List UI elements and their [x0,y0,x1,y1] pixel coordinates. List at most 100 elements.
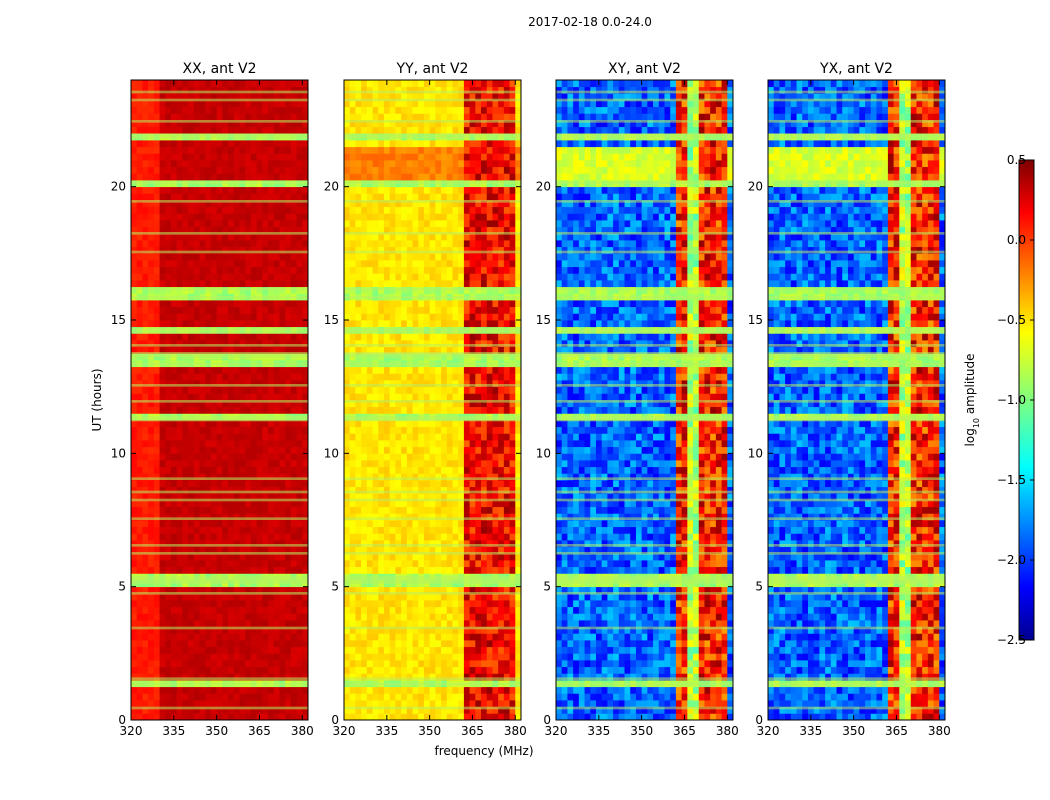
heatmap-cell [245,386,252,394]
heatmap-cell [429,526,436,534]
heatmap-cell [233,260,240,268]
heatmap-cell [159,213,166,221]
heatmap-cell [216,113,223,121]
heatmap-cell [222,546,229,554]
heatmap-cell [148,546,155,554]
heatmap-cell [210,640,218,648]
flagged-band [131,682,308,686]
heatmap-cell [228,553,235,561]
flagged-band [131,352,308,358]
heatmap-cell [245,613,252,621]
heatmap-cell [486,480,493,488]
heatmap-cell [136,333,143,341]
heatmap-cell [188,533,195,541]
heatmap-cell [153,213,160,221]
heatmap-cell [285,500,292,508]
heatmap-cell [296,566,303,574]
heatmap-cell [389,433,396,441]
heatmap-cell [136,513,143,521]
heatmap-cell [262,233,269,241]
heatmap-cell [256,220,263,228]
heatmap-cell [458,406,465,414]
heatmap-cell [205,640,212,648]
heatmap-cell [302,653,309,661]
heatmap-cell [452,600,459,608]
heatmap-cell [153,706,160,714]
heatmap-cell [458,426,465,434]
heatmap-cell [262,400,269,408]
heatmap-cell [239,93,246,101]
heatmap-cell [458,646,465,654]
heatmap-cell [498,393,505,401]
heatmap-cell [222,713,229,721]
heatmap-cell [165,146,172,154]
heatmap-cell [142,346,149,354]
heatmap-cell [222,620,229,628]
heatmap-cell [446,606,453,614]
heatmap-cell [170,160,178,168]
heatmap-cell [515,420,522,428]
heatmap-cell [290,220,297,228]
heatmap-cell [389,686,396,694]
heatmap-cell [361,520,368,528]
heatmap-cell [239,253,246,261]
heatmap-cell [279,660,286,668]
heatmap-cell [509,513,516,521]
heatmap-cell [159,86,166,94]
heatmap-cell [344,660,351,668]
heatmap-cell [239,120,246,128]
flagged-band [131,133,308,139]
heatmap-cell [222,166,229,174]
heatmap-cell [446,626,453,634]
heatmap-cell [210,560,218,568]
heatmap-cell [349,420,356,428]
heatmap-cell [142,473,149,481]
heatmap-cell [458,673,465,681]
heatmap-cell [469,560,476,568]
heatmap-cell [395,553,402,561]
heatmap-cell [361,566,368,574]
heatmap-cell [498,713,505,721]
heatmap-cell [188,113,195,121]
heatmap-cell [418,366,425,374]
heatmap-cell [268,393,275,401]
heatmap-cell [406,366,413,374]
heatmap-cell [159,486,166,494]
heatmap-cell [446,473,453,481]
heatmap-cell [475,473,482,481]
heatmap-cell [131,306,138,314]
heatmap-cell [492,593,499,601]
heatmap-cell [148,626,155,634]
heatmap-cell [182,540,189,548]
heatmap-cell [344,620,351,628]
heatmap-cell [383,333,391,341]
heatmap-cell [239,553,246,561]
heatmap-cell [233,633,240,641]
heatmap-cell [176,126,183,134]
heatmap-cell [153,206,160,214]
heatmap-cell [176,160,183,168]
y-tick-label: 5 [118,580,126,594]
heatmap-cell [279,653,286,661]
heatmap-cell [503,460,510,468]
heatmap-cell [233,546,240,554]
heatmap-cell [296,186,303,194]
heatmap-cell [475,640,482,648]
heatmap-cell [256,513,263,521]
heatmap-cell [296,613,303,621]
heatmap-cell [302,433,309,441]
heatmap-cell [290,340,297,348]
heatmap-cell [498,686,505,694]
heatmap-cell [290,653,297,661]
heatmap-cell [262,280,269,288]
heatmap-cell [395,640,402,648]
heatmap-cell [401,673,408,681]
heatmap-cell [515,540,522,548]
heatmap-cell [355,473,362,481]
heatmap-cell [509,446,516,454]
heatmap-cell [498,346,505,354]
heatmap-cell [389,626,396,634]
heatmap-cell [142,440,149,448]
heatmap-cell [159,500,166,508]
heatmap-cell [250,493,258,501]
